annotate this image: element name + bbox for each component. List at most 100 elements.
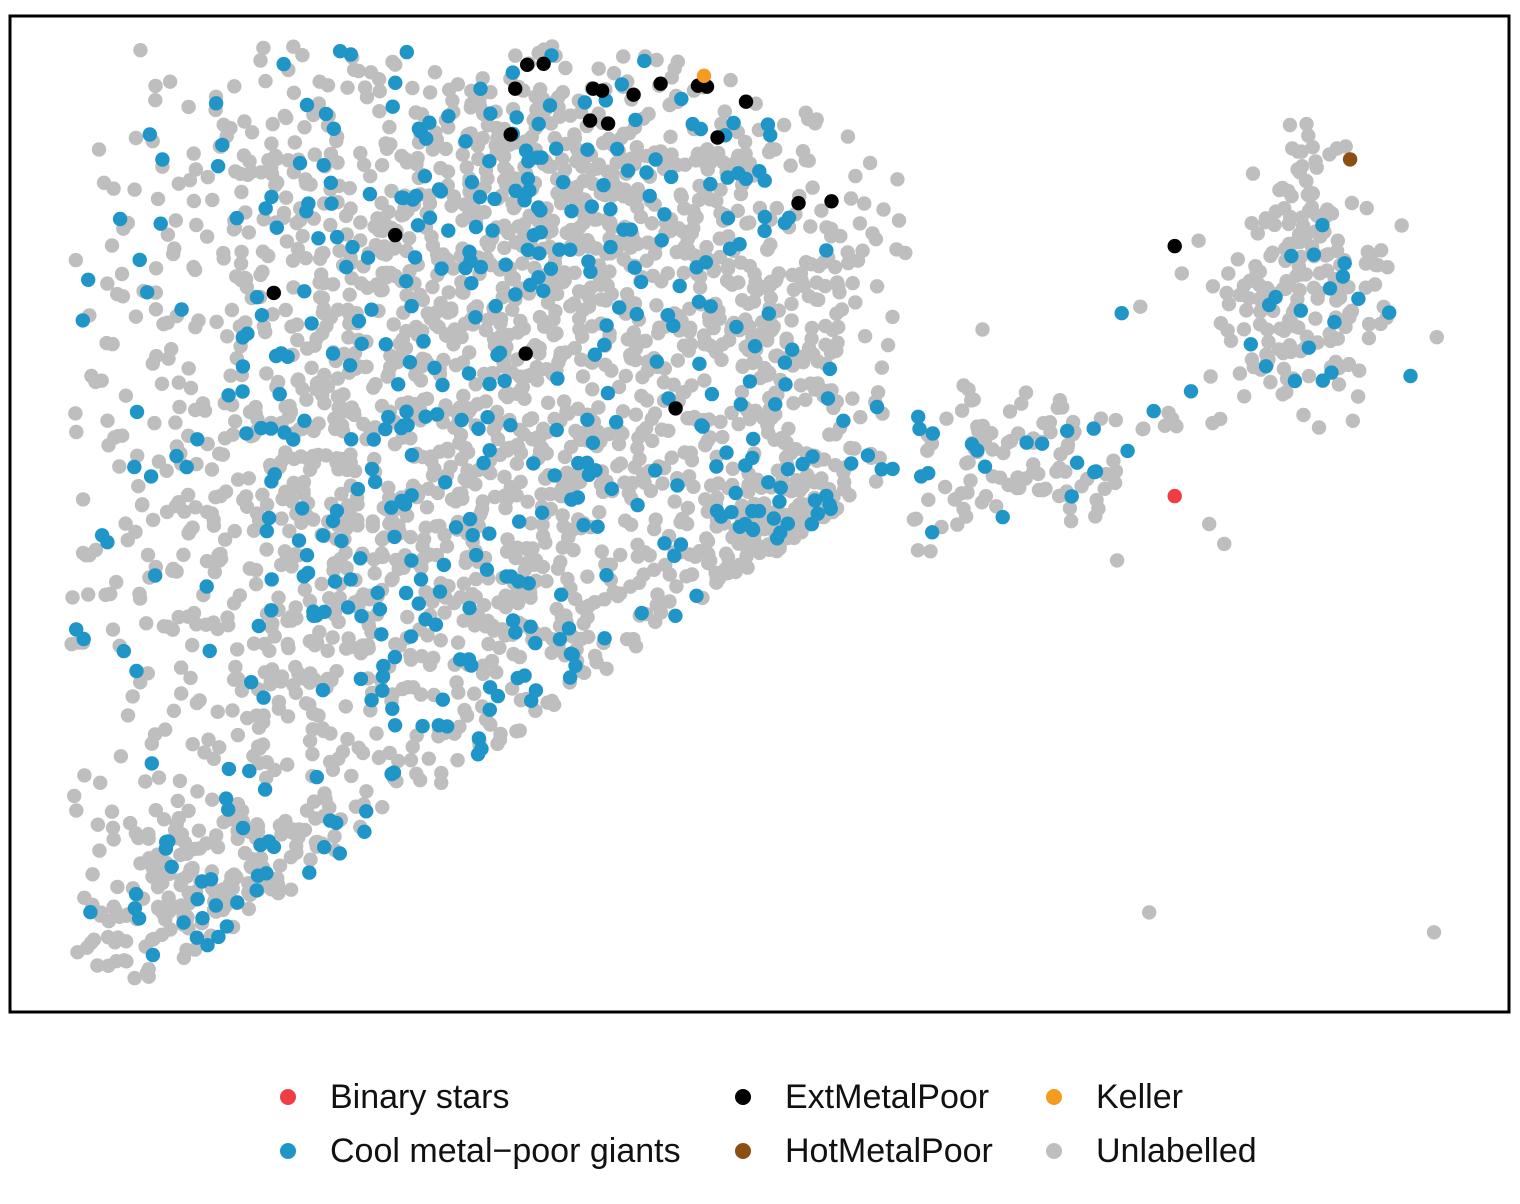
point-cool-metal-poor-giants [202,643,217,659]
point-unlabelled [516,426,531,442]
point-unlabelled [648,512,663,527]
point-unlabelled [127,970,142,986]
point-cool-metal-poor-giants [528,635,543,651]
point-cool-metal-poor-giants [505,613,521,628]
point-unlabelled [353,215,368,230]
point-unlabelled [374,532,390,547]
point-unlabelled [446,189,461,204]
legend-label-binary-stars: Binary stars [330,1077,510,1116]
point-unlabelled [582,598,597,613]
point-cool-metal-poor-giants [563,646,579,661]
point-unlabelled [302,675,318,690]
point-unlabelled [200,169,215,185]
point-unlabelled [148,261,164,276]
point-cool-metal-poor-giants [561,621,577,636]
point-cool-metal-poor-giants [1306,247,1322,262]
point-unlabelled [712,311,727,326]
point-unlabelled [323,217,338,233]
point-extmetalpoor [582,113,598,128]
legend-item-hotmetalpoor: HotMetalPoor [735,1126,993,1176]
point-unlabelled [108,904,124,919]
point-cool-metal-poor-giants [315,682,331,698]
point-unlabelled [253,267,268,283]
point-unlabelled [576,216,591,231]
point-unlabelled [234,803,250,819]
point-unlabelled [302,733,318,749]
point-cool-metal-poor-giants [148,568,163,583]
point-unlabelled [419,500,435,515]
point-cool-metal-poor-giants [413,572,429,587]
point-unlabelled [437,605,452,620]
point-unlabelled [323,754,338,770]
point-cool-metal-poor-giants [404,298,419,314]
point-unlabelled [174,686,189,701]
point-cool-metal-poor-giants [1069,455,1085,470]
legend: Binary stars ExtMetalPoor Keller Cool me… [270,1070,1320,1180]
point-unlabelled [311,96,326,111]
point-unlabelled [599,661,614,676]
point-unlabelled [572,427,587,443]
point-unlabelled [793,378,808,393]
point-unlabelled [145,869,160,884]
point-unlabelled [459,160,474,175]
point-unlabelled [1344,195,1360,211]
point-unlabelled [535,517,550,532]
point-unlabelled [635,370,650,385]
point-unlabelled [742,215,757,230]
point-unlabelled [204,506,220,521]
point-cool-metal-poor-giants [326,121,341,136]
point-unlabelled [654,422,669,437]
point-unlabelled [450,635,466,650]
point-cool-metal-poor-giants [576,517,591,533]
point-unlabelled [286,677,301,693]
point-unlabelled [170,793,185,809]
point-unlabelled [1088,509,1103,524]
point-cool-metal-poor-giants [128,886,144,902]
point-unlabelled [591,61,606,76]
point-unlabelled [974,495,990,510]
point-unlabelled [631,575,647,590]
point-unlabelled [1311,420,1327,435]
legend-swatch-keller [1046,1089,1062,1105]
point-cool-metal-poor-giants [343,572,358,587]
point-unlabelled [500,163,515,179]
point-cool-metal-poor-giants [596,178,611,193]
point-unlabelled [508,48,523,63]
point-unlabelled [282,523,297,539]
point-unlabelled [256,212,271,227]
point-unlabelled [869,279,885,294]
point-cool-metal-poor-giants [473,259,488,275]
point-cool-metal-poor-giants [422,115,437,130]
point-unlabelled [309,376,325,391]
point-unlabelled [104,238,120,253]
point-unlabelled [1241,291,1257,306]
point-unlabelled [1373,316,1388,332]
point-unlabelled [470,138,486,153]
point-unlabelled [684,222,699,238]
point-cool-metal-poor-giants [822,361,838,377]
point-cool-metal-poor-giants [630,497,645,513]
point-unlabelled [467,686,482,701]
point-unlabelled [381,480,396,495]
point-cool-metal-poor-giants [1086,421,1101,436]
point-cool-metal-poor-giants [600,385,616,401]
point-cool-metal-poor-giants [100,535,115,550]
point-cool-metal-poor-giants [112,211,128,227]
point-unlabelled [358,359,373,375]
point-unlabelled [325,630,340,645]
point-unlabelled [209,828,224,843]
point-unlabelled [237,114,252,129]
point-unlabelled [366,380,381,395]
point-cool-metal-poor-giants [785,342,800,357]
point-unlabelled [386,516,401,532]
point-unlabelled [112,459,127,474]
point-unlabelled [1301,368,1317,384]
point-unlabelled [796,497,812,512]
point-unlabelled [369,277,384,292]
point-unlabelled [159,504,175,520]
point-unlabelled [223,368,238,383]
point-unlabelled [197,403,213,418]
point-unlabelled [1221,266,1236,281]
point-extmetalpoor [594,83,610,98]
point-unlabelled [291,666,306,681]
